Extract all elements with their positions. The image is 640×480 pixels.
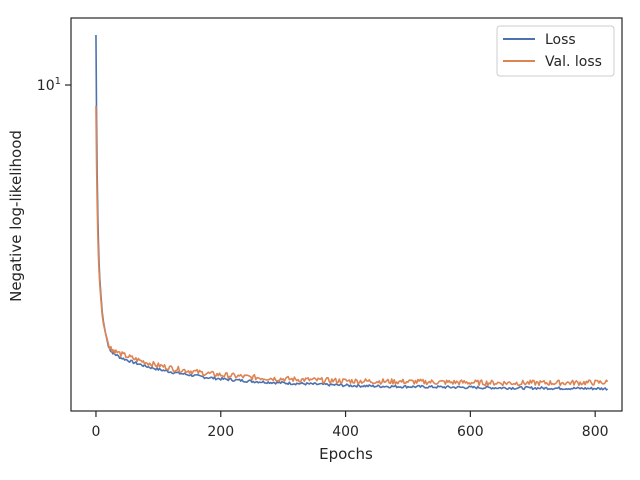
x-tick-label: 400 (332, 424, 359, 440)
axes-frame (70, 17, 623, 412)
series-line-val-loss (95, 105, 609, 387)
y-tick-label: 101 (37, 76, 61, 94)
x-tick-label: 0 (91, 424, 100, 440)
series-line-loss (95, 34, 609, 391)
y-axis-label: Negative log-likelihood (7, 130, 25, 302)
legend: Loss Val. loss (496, 25, 615, 77)
x-tick-label: 200 (207, 424, 234, 440)
x-tick-label: 600 (457, 424, 484, 440)
legend-label-val-loss: Val. loss (545, 54, 602, 70)
x-tick-label: 800 (582, 424, 609, 440)
legend-label-loss: Loss (545, 32, 576, 48)
plot-area (95, 34, 609, 391)
axes: 0 200 400 600 800 101 (37, 17, 623, 440)
x-axis-label: Epochs (319, 445, 373, 463)
